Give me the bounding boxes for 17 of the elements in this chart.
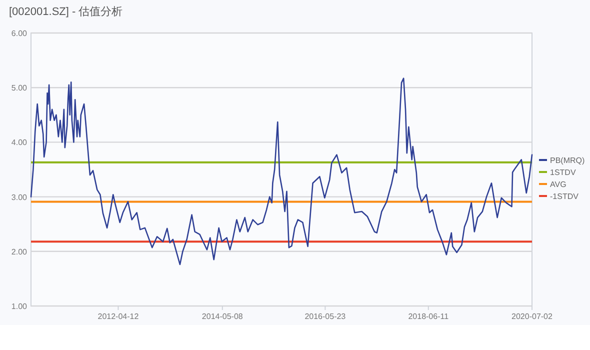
x-tick-label: 2018-06-11 (408, 312, 450, 321)
y-tick-label: 3.00 (11, 192, 28, 202)
legend-label: PB(MRQ) (550, 156, 585, 165)
x-tick-label: 2016-05-23 (304, 312, 346, 321)
x-tick-label: 2014-05-08 (202, 312, 244, 321)
y-tick-label: 6.00 (11, 29, 28, 38)
x-tick-label: 2020-07-02 (512, 312, 554, 321)
legend-label: AVG (550, 180, 566, 189)
x-tick-label: 2012-04-12 (98, 312, 140, 321)
legend-label: 1STDV (550, 168, 576, 177)
legend-label: -1STDV (550, 192, 580, 201)
chart-title: [002001.SZ] - 估值分析 (9, 6, 123, 18)
y-tick-label: 4.00 (11, 138, 28, 148)
y-tick-label: 1.00 (11, 302, 28, 311)
y-tick-label: 2.00 (11, 247, 28, 256)
y-tick-label: 5.00 (11, 84, 28, 93)
line-series (30, 78, 533, 266)
